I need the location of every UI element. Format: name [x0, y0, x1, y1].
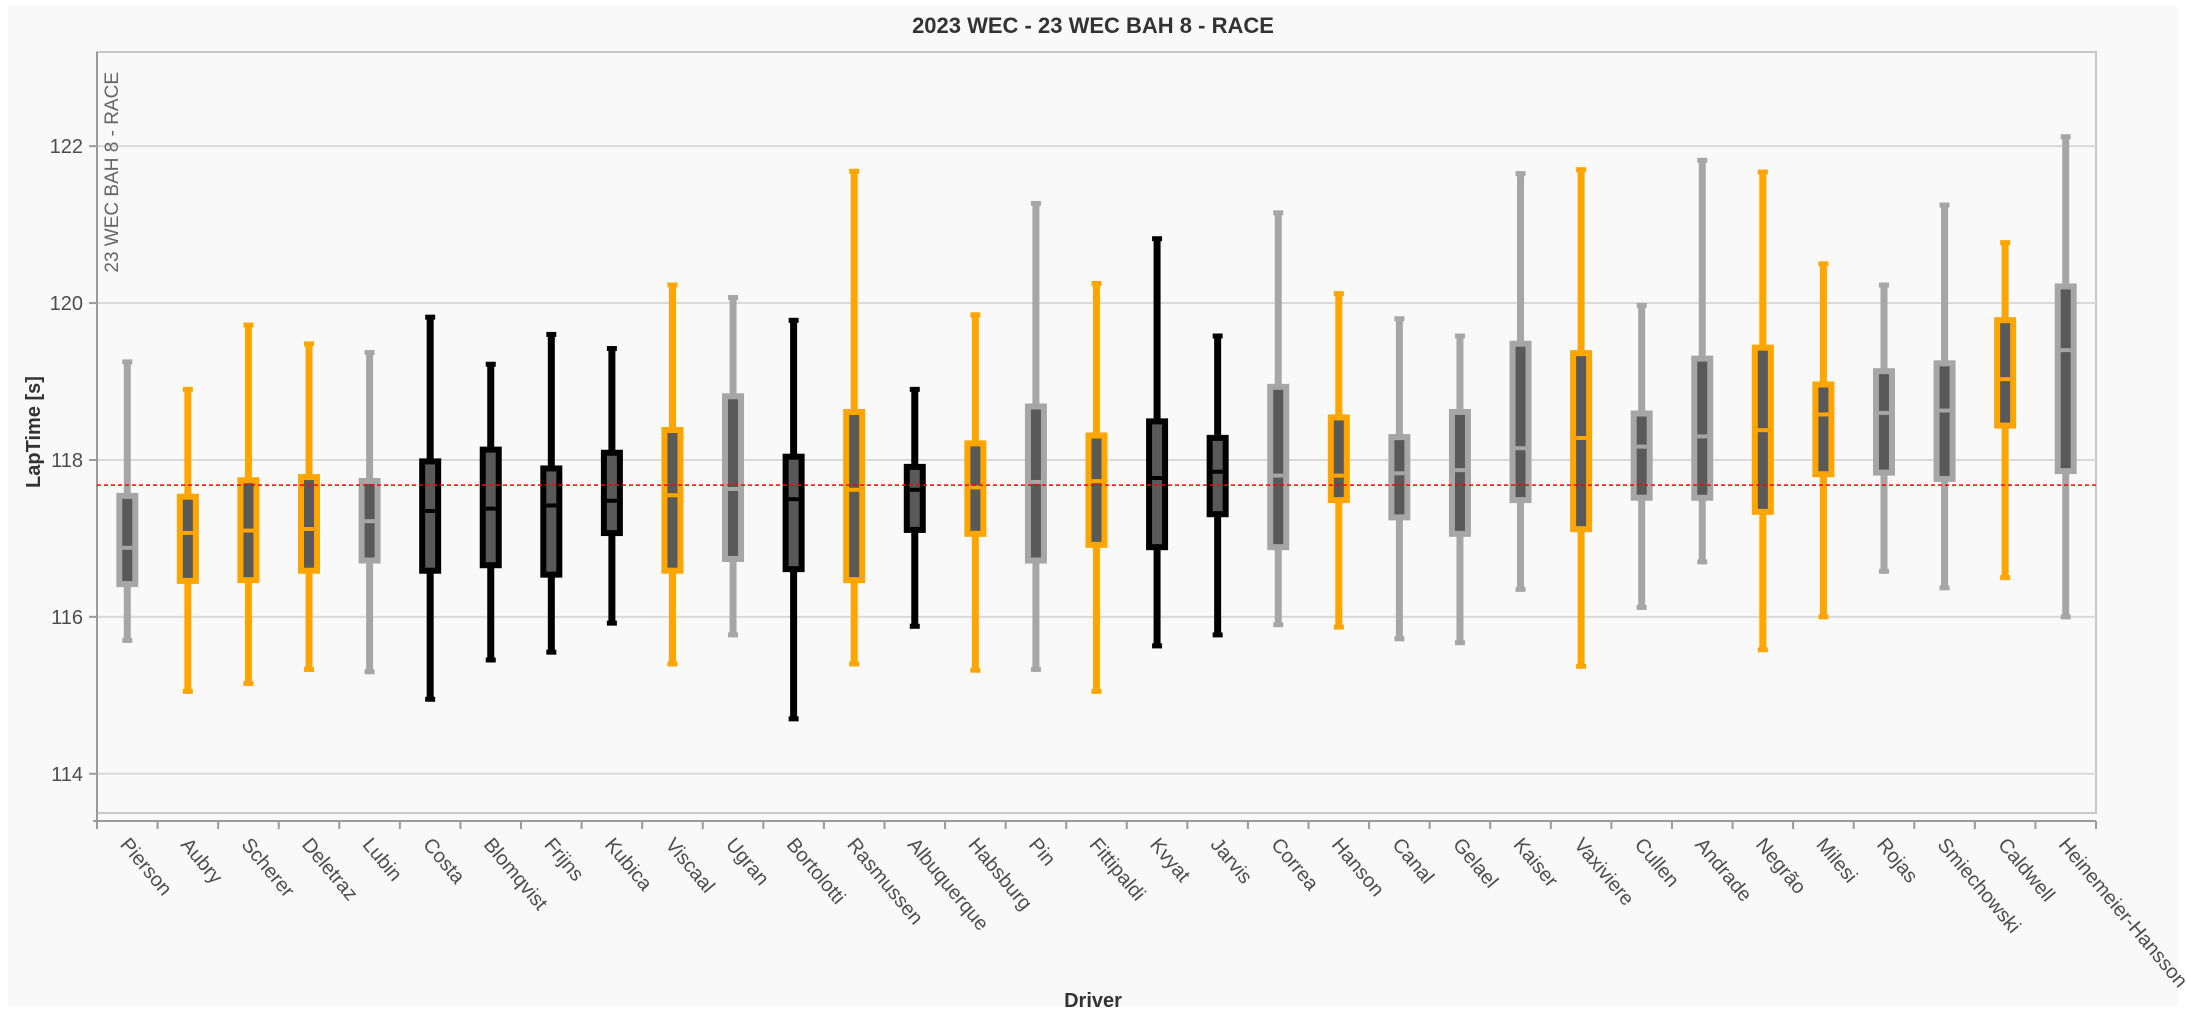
box-inner — [1818, 387, 1829, 472]
box-inner — [728, 399, 739, 556]
box-inner — [425, 464, 436, 568]
box-inner — [1394, 440, 1405, 515]
box-inner — [1515, 346, 1526, 498]
box-inner — [1273, 389, 1284, 545]
box-inner — [1636, 416, 1647, 495]
box-inner — [1333, 420, 1344, 498]
box-inner — [667, 433, 678, 568]
chart-title: 2023 WEC - 23 WEC BAH 8 - RACE — [912, 13, 1274, 38]
box-inner — [606, 455, 617, 531]
box-inner — [1576, 356, 1587, 527]
box-inner — [909, 469, 920, 527]
box-inner — [849, 414, 860, 578]
box-inner — [1878, 374, 1889, 470]
box-inner — [1939, 366, 1950, 476]
box-inner — [1152, 424, 1163, 545]
box-inner — [1091, 438, 1102, 542]
box-inner — [788, 459, 799, 567]
y-tick-label: 122 — [50, 136, 83, 158]
box-inner — [182, 499, 193, 578]
box-inner — [304, 480, 315, 568]
y-tick-label: 118 — [51, 450, 83, 472]
box-inner — [2060, 289, 2071, 469]
box-inner — [546, 471, 557, 572]
y-tick-label: 114 — [51, 764, 83, 786]
session-label: 23 WEC BAH 8 - RACE — [102, 72, 123, 273]
y-axis-title: LapTime [s] — [23, 376, 45, 488]
box-inner — [122, 498, 133, 582]
box-inner — [1697, 361, 1708, 495]
y-tick-label: 120 — [50, 293, 83, 315]
x-axis-title: Driver — [1064, 990, 1122, 1012]
box-inner — [1454, 414, 1465, 531]
box-inner — [1212, 440, 1223, 512]
box-inner — [2000, 323, 2011, 423]
y-tick-label: 116 — [51, 607, 83, 629]
